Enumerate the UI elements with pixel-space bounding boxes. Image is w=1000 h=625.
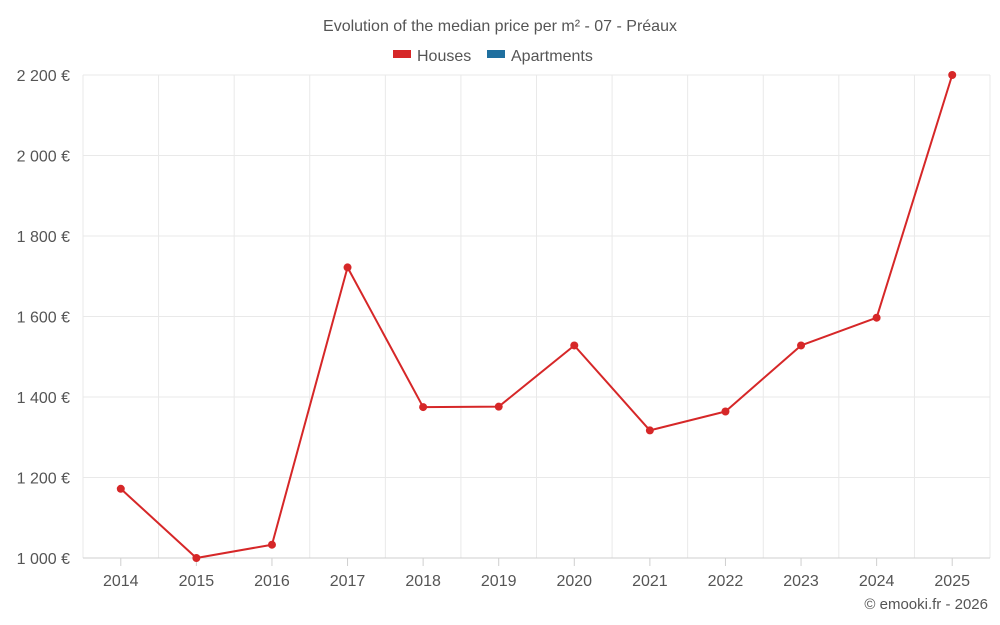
x-tick-label: 2021 (632, 573, 668, 590)
y-tick-label: 1 600 € (17, 310, 70, 327)
data-point[interactable] (419, 403, 428, 412)
legend-swatch-houses[interactable] (393, 50, 411, 58)
x-tick-label: 2018 (405, 573, 441, 590)
data-point[interactable] (721, 407, 730, 416)
x-tick-label: 2023 (783, 573, 819, 590)
series-line-houses (120, 74, 954, 559)
data-point[interactable] (343, 263, 352, 272)
x-tick-label: 2019 (481, 573, 517, 590)
data-point[interactable] (797, 341, 806, 350)
y-tick-label: 2 000 € (17, 149, 70, 166)
grid (82, 74, 991, 558)
x-tick-label: 2025 (934, 573, 970, 590)
legend-label-apartments[interactable]: Apartments (511, 48, 593, 65)
data-point[interactable] (267, 540, 276, 549)
data-point[interactable] (116, 484, 125, 493)
legend-label-houses[interactable]: Houses (417, 48, 471, 65)
credit-text: © emooki.fr - 2026 (864, 596, 988, 613)
legend: Houses Apartments (393, 48, 593, 65)
x-tick-label: 2015 (179, 573, 215, 590)
data-point[interactable] (494, 402, 503, 411)
data-point[interactable] (948, 71, 957, 79)
legend-swatch-apartments[interactable] (487, 50, 505, 58)
series-layer (116, 71, 957, 562)
x-tick-label: 2020 (556, 573, 592, 590)
y-tick-label: 1 200 € (17, 471, 70, 488)
axes: 1 000 € 1 200 € 1 400 € 1 600 € 1 800 € 2 000… (17, 68, 990, 590)
x-tick-label: 2017 (330, 573, 366, 590)
x-tick-label: 2024 (859, 573, 895, 590)
x-tick-label: 2014 (103, 573, 139, 590)
data-point[interactable] (192, 554, 201, 562)
x-tick-label: 2022 (708, 573, 744, 590)
y-tick-label: 1 400 € (17, 390, 70, 407)
y-tick-label: 1 800 € (17, 229, 70, 246)
data-point[interactable] (645, 426, 654, 435)
chart-title: Evolution of the median price per m² - 0… (323, 18, 677, 35)
y-tick-label: 2 200 € (17, 68, 70, 85)
x-tick-label: 2016 (254, 573, 290, 590)
data-point[interactable] (872, 313, 881, 322)
data-point[interactable] (570, 341, 579, 350)
y-tick-label: 1 000 € (17, 551, 70, 568)
